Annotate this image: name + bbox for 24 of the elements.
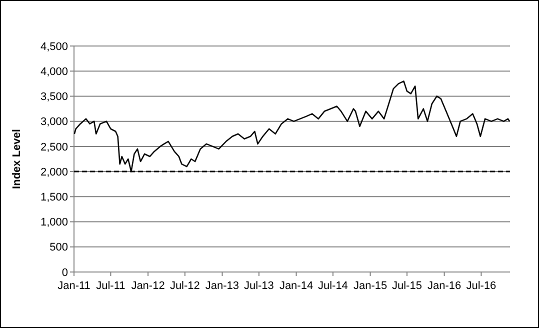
- x-tick-label: Jan-11: [58, 280, 90, 292]
- x-tick-label: Jul-11: [96, 280, 126, 292]
- y-tick-label: 4,500: [40, 40, 68, 53]
- y-tick-label: 500: [50, 242, 68, 254]
- y-tick-label: 4,000: [40, 66, 68, 78]
- x-tick-label: Jul-12: [170, 280, 200, 292]
- y-tick-label: 3,000: [40, 116, 68, 128]
- x-tick-label: Jul-15: [392, 280, 422, 292]
- x-tick-label: Jan-14: [279, 280, 314, 292]
- x-tick-label: Jan-13: [205, 280, 240, 292]
- x-tick-label: Jan-12: [131, 280, 165, 292]
- y-tick-label: 2,500: [40, 141, 68, 154]
- line-series: [74, 80, 510, 172]
- y-tick-label: 0: [62, 266, 68, 279]
- y-tick-label: 1,500: [40, 192, 68, 204]
- y-axis-title: Index Level: [11, 129, 23, 189]
- x-tick-label: Jan-15: [353, 280, 388, 292]
- y-tick-label: 1,000: [40, 216, 68, 229]
- x-tick-label: Jul-13: [244, 280, 274, 292]
- y-tick-label: 2,000: [40, 166, 68, 178]
- x-tick-label: Jan-16: [427, 280, 462, 292]
- x-tick-label: Jul-14: [318, 280, 348, 292]
- x-tick-label: Jul-16: [466, 280, 496, 292]
- y-tick-label: 3,500: [40, 91, 68, 104]
